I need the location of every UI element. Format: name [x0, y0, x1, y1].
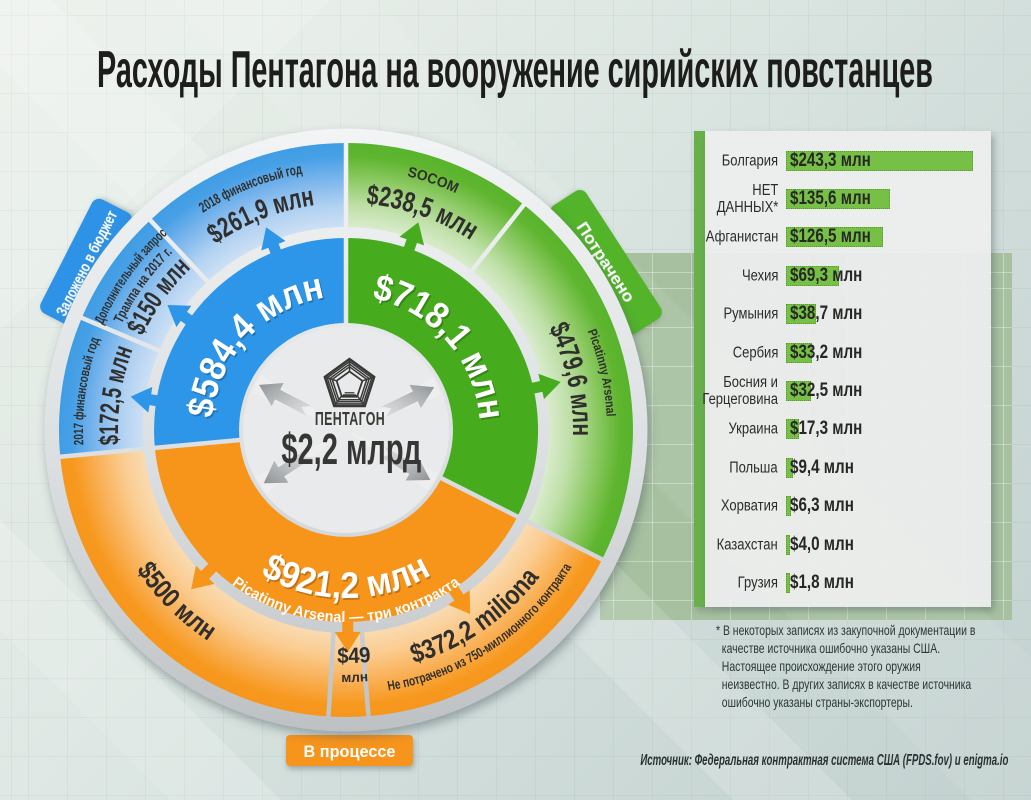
svg-text:млн: млн [341, 669, 368, 685]
svg-text:$49: $49 [337, 642, 371, 668]
svg-text:В процессе: В процессе [304, 742, 396, 761]
